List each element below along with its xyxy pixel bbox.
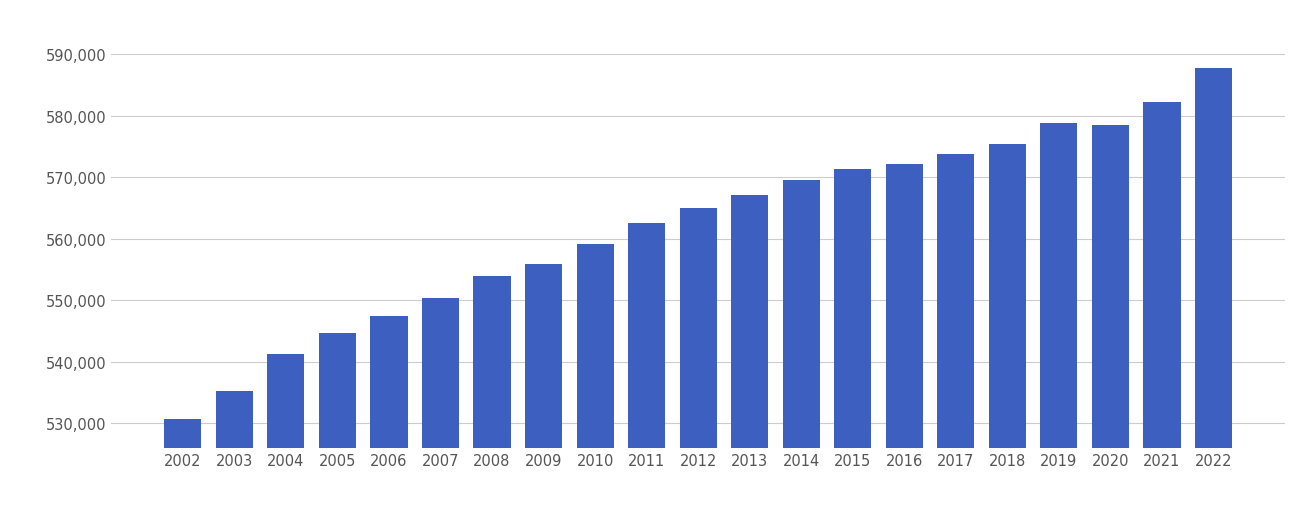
Bar	[1092, 126, 1129, 509]
Bar	[268, 355, 304, 509]
Bar	[731, 195, 769, 509]
Bar	[371, 317, 407, 509]
Bar	[577, 244, 613, 509]
Bar	[989, 145, 1026, 509]
Bar	[680, 209, 716, 509]
Bar	[628, 223, 666, 509]
Bar	[1040, 124, 1078, 509]
Bar	[1195, 69, 1232, 509]
Bar	[164, 419, 201, 509]
Bar	[474, 276, 510, 509]
Bar	[422, 299, 459, 509]
Bar	[886, 165, 923, 509]
Bar	[525, 264, 562, 509]
Bar	[834, 170, 872, 509]
Bar	[783, 180, 820, 509]
Bar	[1143, 103, 1181, 509]
Bar	[215, 391, 253, 509]
Bar	[318, 334, 356, 509]
Bar	[937, 155, 975, 509]
